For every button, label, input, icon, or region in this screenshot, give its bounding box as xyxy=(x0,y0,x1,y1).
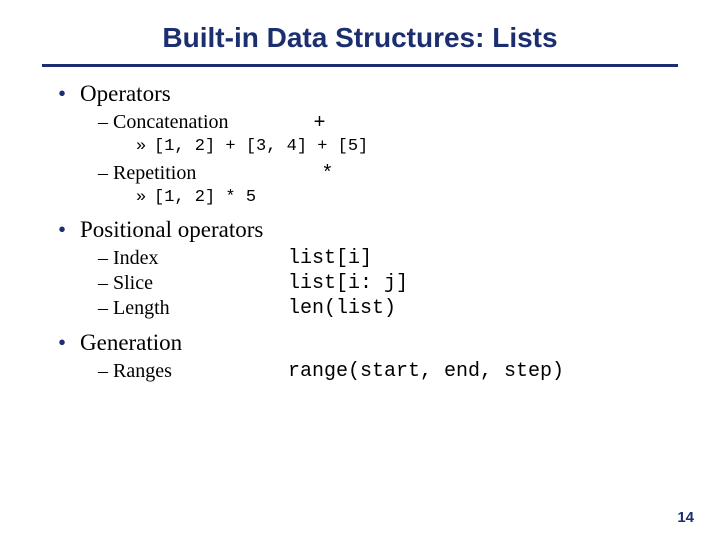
section-heading: Generation xyxy=(80,330,182,355)
bullet-icon: • xyxy=(58,81,80,107)
bullet-icon: • xyxy=(58,217,80,243)
item-label: Repetition xyxy=(113,162,196,184)
code-repetition: »[1, 2] * 5 xyxy=(136,188,662,207)
item-label: Length xyxy=(113,297,170,319)
item-ranges: – Ranges range(start, end, step) xyxy=(98,360,662,383)
raquo-icon: » xyxy=(136,188,154,207)
code-text: len(list) xyxy=(288,297,396,320)
section-heading: Positional operators xyxy=(80,217,263,242)
item-label: Slice xyxy=(113,272,153,294)
item-concatenation: – Concatenation + xyxy=(98,111,662,135)
item-label: Concatenation xyxy=(113,111,229,133)
item-repetition: – Repetition * xyxy=(98,162,662,186)
dash-icon: – xyxy=(98,247,108,269)
dash-icon: – xyxy=(98,297,108,319)
dash-icon: – xyxy=(98,111,108,133)
dash-icon: – xyxy=(98,162,108,184)
code-text: list[i: j] xyxy=(288,272,408,295)
content-body: •Operators – Concatenation + »[1, 2] + [… xyxy=(0,81,720,383)
code-text: list[i] xyxy=(288,247,372,270)
section-heading: Operators xyxy=(80,81,171,106)
dash-icon: – xyxy=(98,360,108,382)
page-title: Built-in Data Structures: Lists xyxy=(0,0,720,64)
bullet-icon: • xyxy=(58,330,80,356)
item-slice: – Slice list[i: j] xyxy=(98,272,662,295)
section-generation: •Generation xyxy=(58,330,662,356)
code-text: range(start, end, step) xyxy=(288,360,564,383)
item-length: – Length len(list) xyxy=(98,297,662,320)
page-number: 14 xyxy=(677,509,694,526)
item-symbol: * xyxy=(321,163,333,186)
section-operators: •Operators xyxy=(58,81,662,107)
slide: Built-in Data Structures: Lists •Operato… xyxy=(0,0,720,540)
item-label: Index xyxy=(113,247,159,269)
code-concatenation: »[1, 2] + [3, 4] + [5] xyxy=(136,137,662,156)
dash-icon: – xyxy=(98,272,108,294)
item-symbol: + xyxy=(314,112,326,135)
title-divider xyxy=(42,64,678,67)
item-index: – Index list[i] xyxy=(98,247,662,270)
section-positional: •Positional operators xyxy=(58,217,662,243)
raquo-icon: » xyxy=(136,137,154,156)
code-text: [1, 2] * 5 xyxy=(154,188,256,207)
code-text: [1, 2] + [3, 4] + [5] xyxy=(154,137,368,156)
item-label: Ranges xyxy=(113,360,172,382)
